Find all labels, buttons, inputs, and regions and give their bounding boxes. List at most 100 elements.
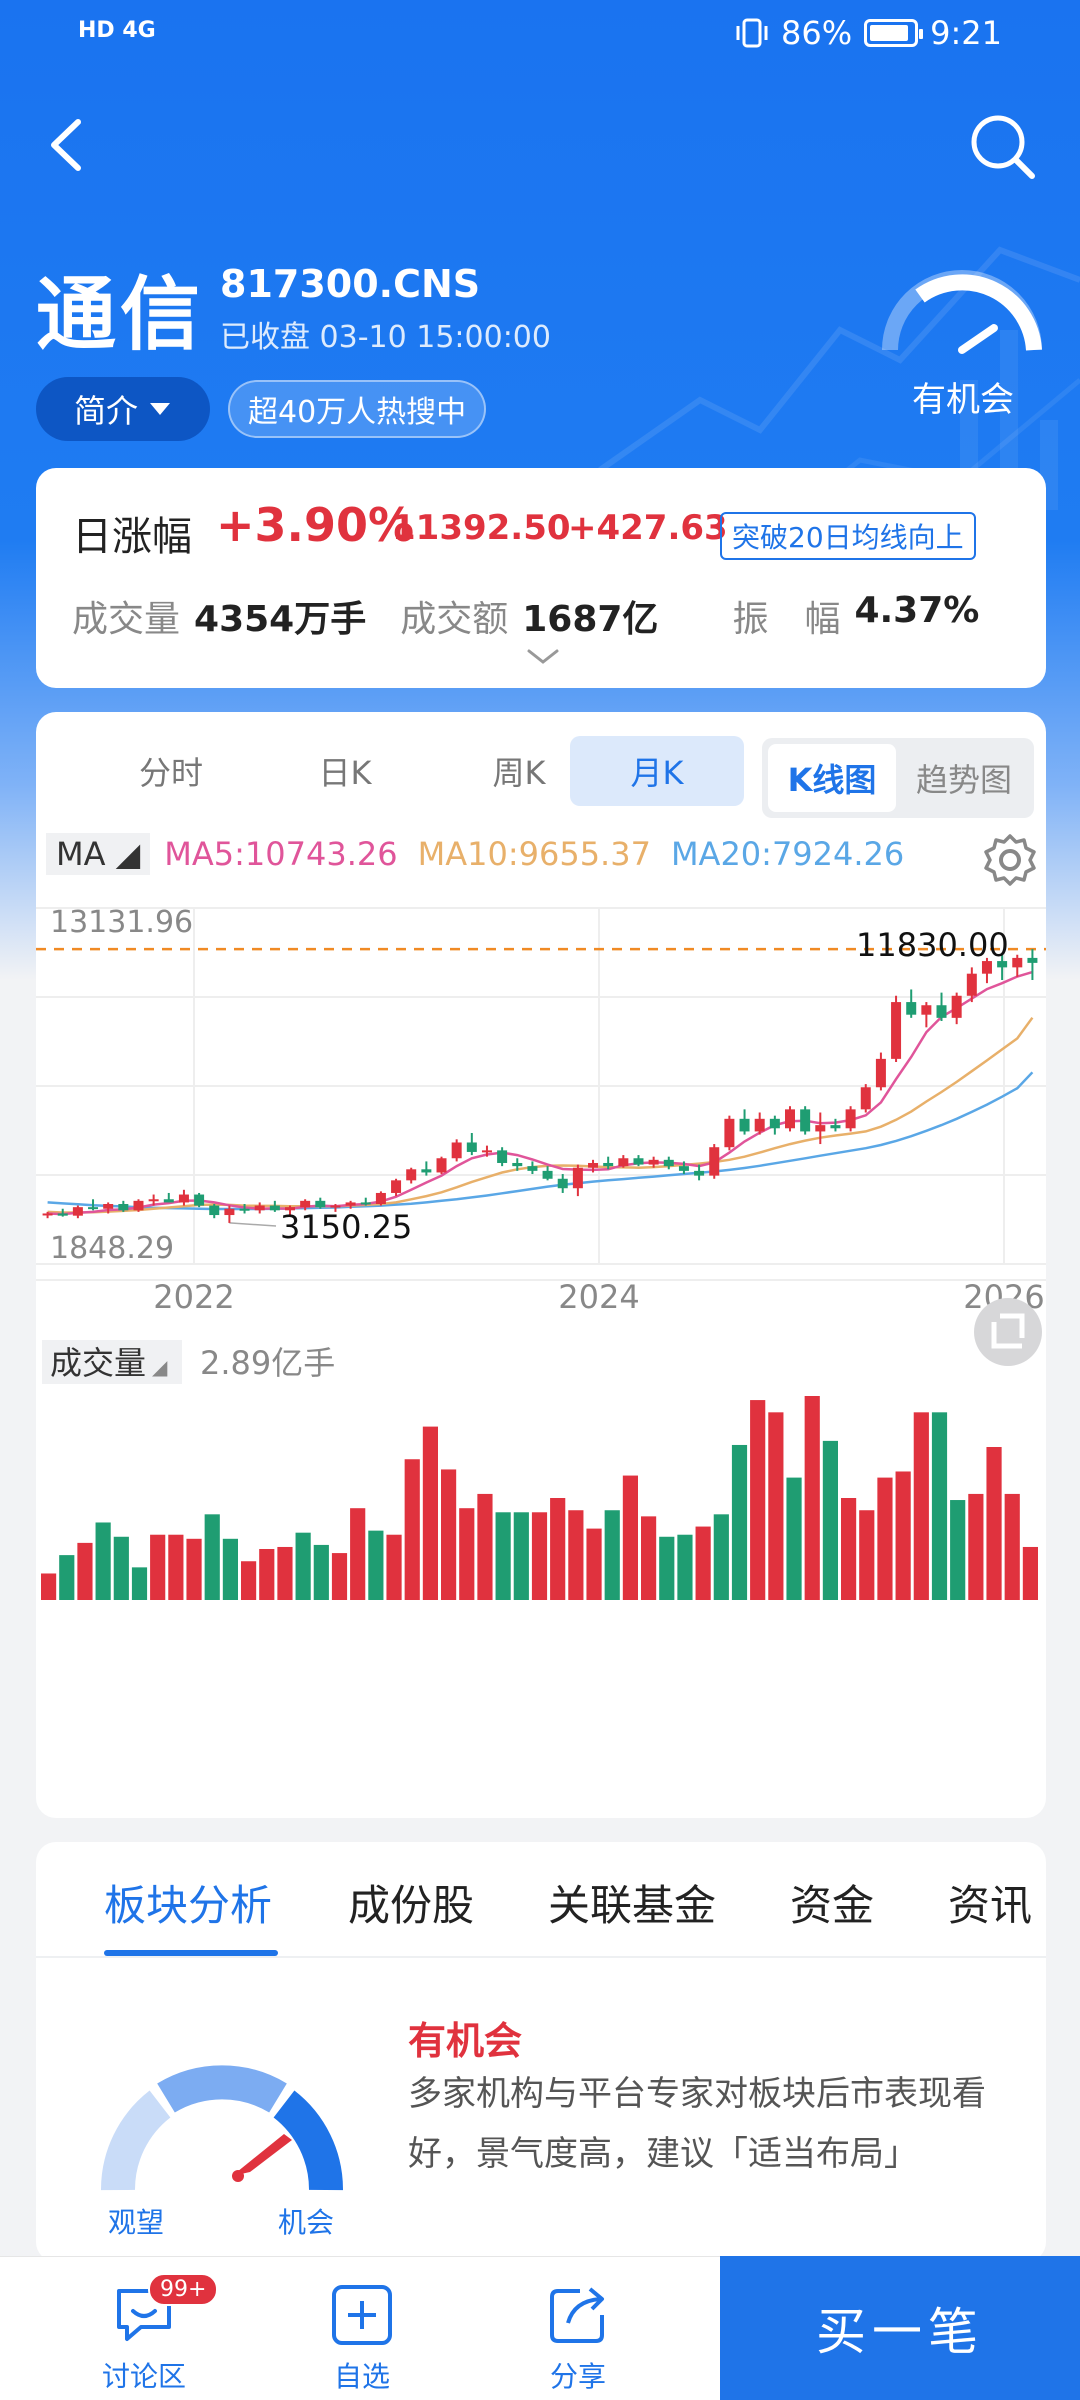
candle-body	[133, 1200, 144, 1211]
volume-bar	[131, 1567, 148, 1600]
candle-body	[542, 1170, 553, 1179]
volume-bar	[641, 1516, 657, 1600]
volume-bar	[277, 1546, 293, 1600]
quote-card: 日涨幅 +3.90% 11392.50 +427.63 突破20日均线向上 成交…	[36, 468, 1046, 688]
chart-card: 分时 日K 周K 月K K线图 趋势图 MA ◢ MA5:10743.26 MA…	[36, 712, 1046, 1818]
candle-body	[345, 1202, 356, 1206]
buy-button[interactable]: 买一笔	[720, 2256, 1080, 2400]
candle-body	[785, 1109, 795, 1129]
ma-selector[interactable]: MA ◢	[46, 833, 151, 875]
kline-chart[interactable]: 13131.96 1848.29 11830.00 3150.25 2022 2…	[36, 892, 1046, 1812]
sector-code: 817300.CNS	[220, 262, 481, 306]
discuss-button[interactable]: 99+ 讨论区	[64, 2273, 224, 2393]
candle-body	[1012, 957, 1023, 968]
candle-body	[966, 973, 977, 996]
search-icon[interactable]	[968, 112, 1038, 182]
candle-body	[406, 1169, 417, 1181]
hot-search-tag[interactable]: 超40万人热搜中	[228, 380, 487, 438]
volume-bar	[931, 1412, 948, 1600]
tab-timeshare[interactable]: 分时	[138, 754, 203, 792]
volume-bar	[804, 1396, 820, 1600]
battery-percent: 86%	[781, 14, 853, 52]
candle-body	[391, 1180, 402, 1193]
candle-body	[42, 1213, 53, 1216]
analysis-card: 板块分析 成份股 关联基金 资金 资讯 观望 机会 有机会 多家机构与平台专家对…	[36, 1842, 1046, 2262]
candle-body	[1027, 957, 1038, 963]
candle-body	[466, 1142, 477, 1152]
volume-bar	[368, 1530, 384, 1600]
add-watchlist-icon	[332, 2285, 392, 2345]
volume-bar	[95, 1522, 111, 1600]
volume-bar	[186, 1538, 202, 1600]
candle-body	[481, 1150, 492, 1153]
tab-capital[interactable]: 资金	[790, 1881, 875, 1930]
volume-bar	[822, 1440, 838, 1600]
change-label: 日涨幅	[72, 514, 192, 560]
candle-body	[815, 1125, 826, 1132]
tab-constituents[interactable]: 成份股	[348, 1881, 475, 1930]
ma5-line	[47, 970, 1033, 1216]
volume-bar	[604, 1510, 620, 1600]
volume-bar	[350, 1508, 366, 1600]
candle-body	[103, 1204, 114, 1209]
volume-bar	[841, 1498, 857, 1600]
tab-monthly-k[interactable]: 月K	[570, 736, 744, 806]
battery-icon	[864, 19, 924, 47]
candle-body	[951, 995, 962, 1018]
volume-bar	[568, 1510, 584, 1600]
expand-chevron-icon[interactable]	[526, 648, 560, 666]
watchlist-button[interactable]: 自选	[282, 2273, 442, 2393]
volume-tag[interactable]: 成交量	[50, 1344, 146, 1382]
volume-value: 4354万手	[194, 599, 367, 640]
volume-bar	[859, 1510, 875, 1600]
volume-bar	[786, 1477, 802, 1600]
opportunity-gauge: 观望 机会	[100, 2065, 344, 2239]
mode-kline[interactable]: K线图	[768, 744, 896, 812]
sector-title: 通信	[36, 268, 204, 361]
tab-weekly-k[interactable]: 周K	[492, 754, 546, 792]
volume-bar	[113, 1536, 129, 1600]
change-value: +427.63	[568, 508, 728, 548]
opportunity-title: 有机会	[408, 2019, 523, 2063]
volume-bar	[222, 1538, 238, 1600]
candle-body	[451, 1142, 462, 1159]
settings-gear-icon[interactable]	[982, 832, 1038, 888]
candle-body	[512, 1162, 523, 1167]
candle-body	[194, 1194, 205, 1206]
volume-bar	[313, 1544, 329, 1600]
volume-bar	[731, 1444, 748, 1600]
volume-bar	[877, 1477, 893, 1600]
candle-body	[285, 1207, 295, 1211]
volume-bar	[986, 1447, 1002, 1600]
tab-daily-k[interactable]: 日K	[318, 754, 372, 792]
signal-tag[interactable]: 突破20日均线向上	[720, 512, 976, 560]
candle-body	[800, 1109, 811, 1132]
network-indicator: HD 4G	[78, 18, 156, 43]
candle-body	[118, 1204, 129, 1211]
back-icon[interactable]	[40, 110, 100, 180]
volume-bar	[913, 1412, 929, 1600]
status-bar: HD 4G 86% 9:21	[0, 0, 1080, 72]
volume-bar	[677, 1534, 693, 1600]
candle-body	[618, 1158, 629, 1167]
candle-body	[72, 1207, 83, 1216]
volume-bar	[550, 1498, 566, 1600]
mode-trend[interactable]: 趋势图	[915, 761, 1012, 799]
candle-body	[906, 1002, 917, 1015]
intro-button[interactable]: 简介	[36, 377, 210, 441]
discuss-badge: 99+	[148, 2273, 219, 2306]
volume-bar	[331, 1553, 348, 1600]
fullscreen-icon[interactable]	[974, 1298, 1042, 1366]
opportunity-gauge-icon[interactable]	[872, 262, 1052, 362]
share-button[interactable]: 分享	[498, 2273, 658, 2393]
candle-body	[860, 1087, 871, 1110]
volume-bar	[168, 1534, 184, 1600]
candle-body	[830, 1125, 841, 1129]
tab-sector-analysis[interactable]: 板块分析	[104, 1881, 273, 1930]
quote-stats: 成交量 4354万手 成交额 1687亿 振 幅 4.37%	[72, 590, 1013, 642]
tab-related-funds[interactable]: 关联基金	[548, 1881, 717, 1930]
period-tabs: 分时 日K 周K 月K K线图 趋势图	[36, 736, 1046, 818]
tab-news[interactable]: 资讯	[948, 1881, 1033, 1930]
gauge-left-label: 观望	[108, 2206, 164, 2239]
candle-body	[360, 1202, 371, 1205]
